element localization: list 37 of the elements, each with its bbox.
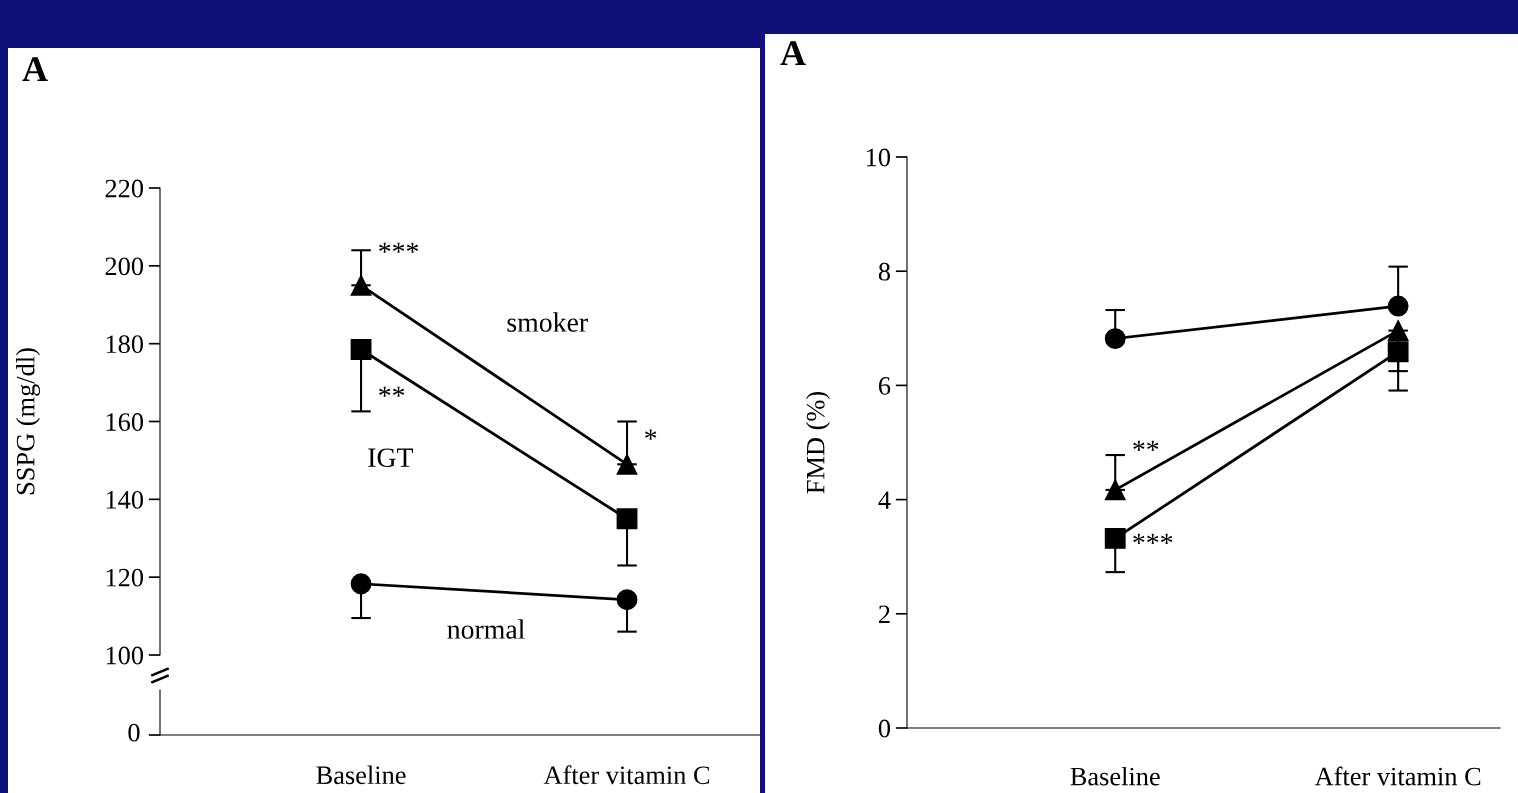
chart-title: A — [780, 41, 806, 66]
series-label: normal — [447, 619, 525, 639]
y-tick-label: 160 — [106, 413, 144, 431]
y-tick-label: 4 — [878, 491, 891, 509]
y-tick-label: 100 — [106, 646, 144, 665]
y-tick-label: 0 — [878, 719, 891, 738]
annotation: *** — [379, 242, 419, 253]
y-tick-label: 8 — [878, 262, 891, 281]
point — [616, 453, 638, 475]
point — [616, 589, 638, 611]
y-tick-label: 120 — [106, 568, 144, 587]
point — [1104, 479, 1126, 501]
point — [1387, 320, 1409, 342]
point — [350, 339, 372, 360]
y-tick-label: 180 — [106, 335, 144, 354]
point — [350, 573, 372, 595]
annotation: * — [645, 429, 657, 440]
chart-title: A — [22, 57, 48, 82]
point — [350, 274, 372, 296]
point — [1387, 341, 1409, 363]
point — [616, 508, 638, 530]
point — [1387, 295, 1409, 317]
annotation: *** — [1133, 533, 1173, 544]
annotation: ** — [1133, 440, 1159, 451]
point — [1104, 528, 1126, 549]
series-label: IGT — [368, 448, 413, 468]
y-tick-label: 2 — [878, 605, 890, 623]
series-label: smoker — [507, 312, 588, 332]
y-tick-label: 6 — [878, 377, 891, 395]
y-axis-title: FMD (%) — [805, 391, 830, 494]
y-axis-title: SSPG (mg/dl) — [15, 348, 40, 495]
y-tick-label: 200 — [105, 257, 144, 276]
y-tick-label: 140 — [106, 490, 144, 509]
y-tick-label: 220 — [105, 179, 144, 198]
y-tick-label: 10 — [866, 148, 891, 167]
point — [1104, 328, 1126, 349]
annotation: ** — [379, 386, 405, 397]
